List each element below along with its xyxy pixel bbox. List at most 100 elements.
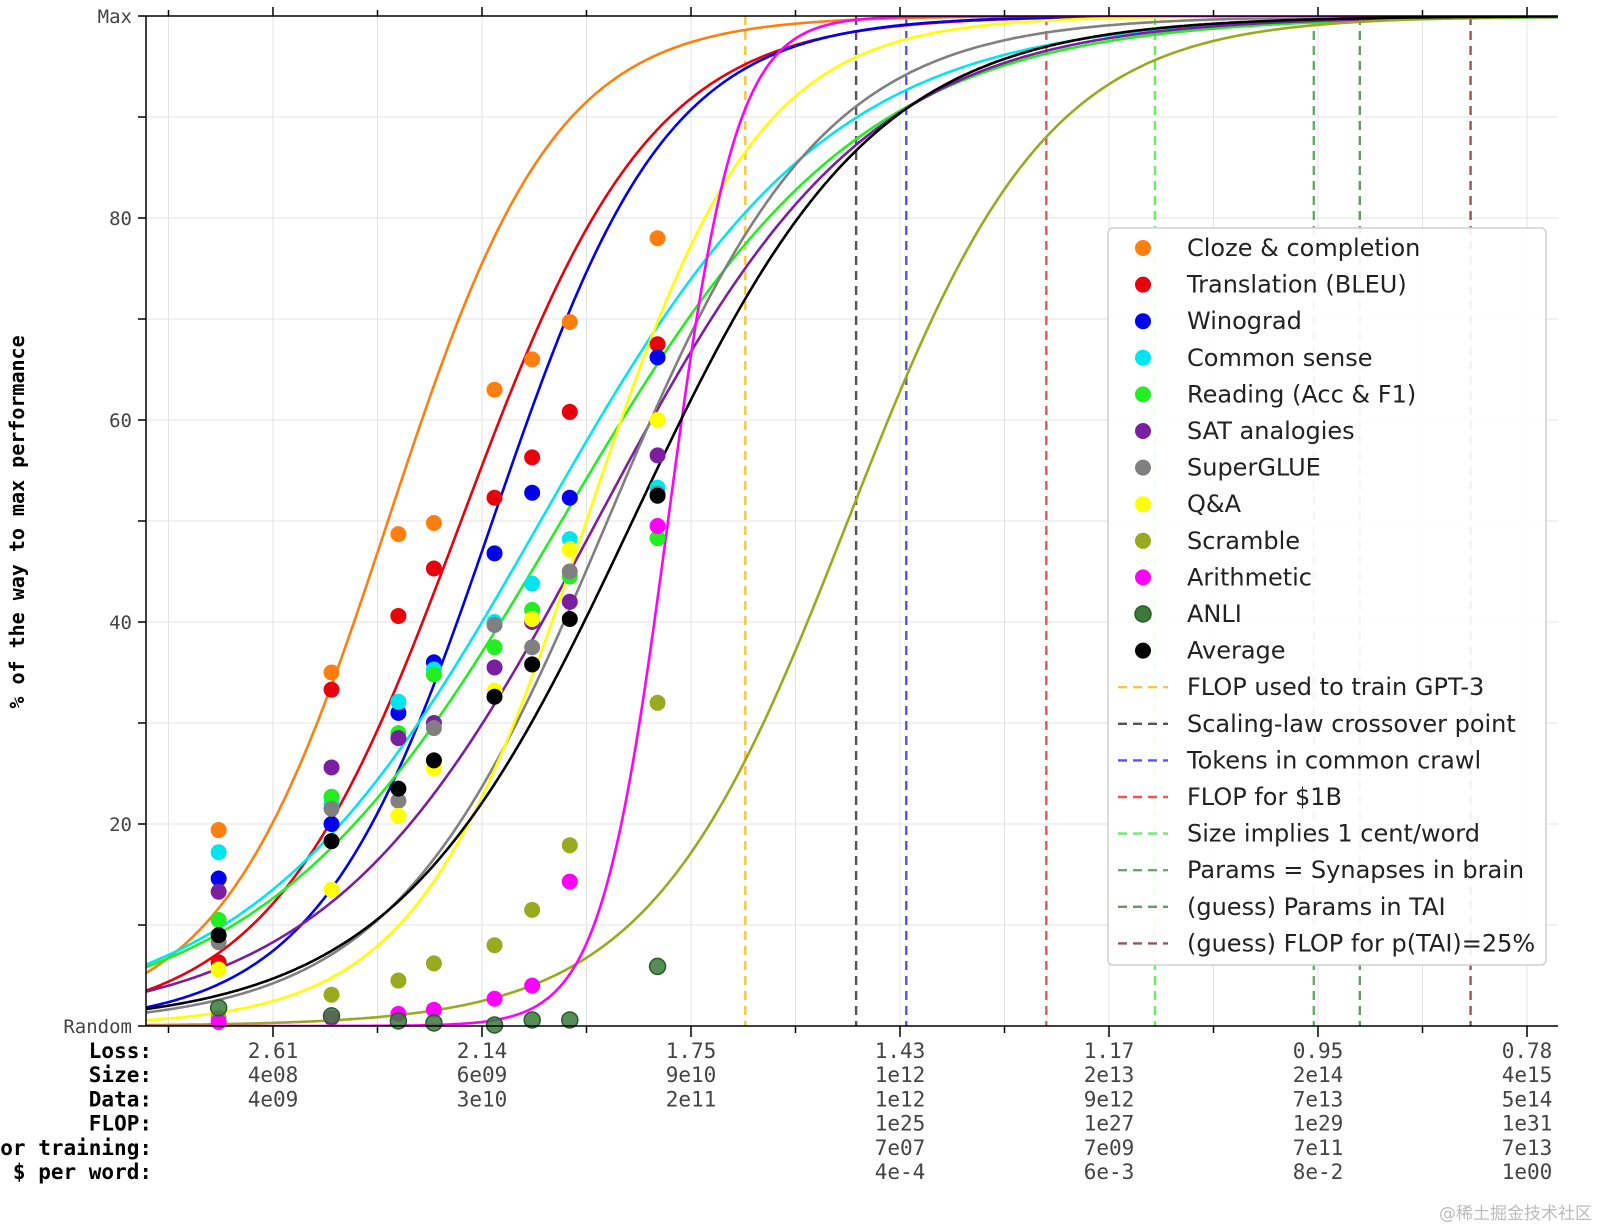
- legend-label: Scramble: [1187, 527, 1300, 555]
- data-point: [486, 489, 503, 506]
- data-point: [210, 844, 227, 861]
- x-tick-label: 5e14: [1502, 1087, 1553, 1111]
- data-point: [649, 518, 666, 535]
- data-point: [561, 314, 578, 331]
- data-point: [486, 639, 503, 656]
- data-point: [323, 759, 340, 776]
- data-point: [322, 1007, 341, 1025]
- data-point: [323, 986, 340, 1003]
- legend-marker: [1135, 313, 1151, 330]
- legend-label: Q&A: [1187, 490, 1242, 518]
- x-tick-label: 2.14: [457, 1039, 508, 1063]
- legend-label: Average: [1187, 637, 1286, 665]
- data-point: [210, 822, 227, 839]
- x-tick-label: 1.43: [875, 1039, 926, 1063]
- x-tick-label: 1e12: [875, 1063, 926, 1087]
- x-tick-label: 1e29: [1293, 1112, 1344, 1136]
- x-tick-label: 4e08: [248, 1063, 299, 1087]
- legend: Cloze & completion Translation (BLEU) Wino…: [1107, 227, 1547, 966]
- x-tick-label: 9e12: [1084, 1087, 1135, 1111]
- data-point: [390, 607, 407, 624]
- legend-marker: [1135, 386, 1151, 403]
- legend-label: Translation (BLEU): [1186, 271, 1407, 299]
- data-point: [323, 833, 340, 850]
- data-point: [486, 381, 503, 398]
- data-points: [209, 230, 667, 1034]
- legend-label: Winograd: [1187, 307, 1302, 335]
- x-tick-label: 1e25: [875, 1112, 926, 1136]
- data-point: [323, 664, 340, 681]
- legend-label: Size implies 1 cent/word: [1187, 820, 1480, 848]
- legend-box: [1107, 227, 1547, 966]
- data-point: [649, 230, 666, 247]
- data-point: [486, 545, 503, 562]
- data-point: [425, 752, 442, 769]
- data-point: [425, 720, 442, 737]
- x-tick-label: 4e-4: [875, 1160, 926, 1184]
- legend-label: Arithmetic: [1187, 563, 1312, 591]
- x-row-label: FLOP:: [89, 1112, 152, 1136]
- data-point: [390, 972, 407, 989]
- x-tick-label: 1e31: [1502, 1112, 1553, 1136]
- x-tick-label: 1e00: [1502, 1160, 1553, 1184]
- y-ticks: Random 20 40 60 80 Max: [63, 6, 146, 1038]
- fit-curve: [146, 16, 1558, 1026]
- data-point: [561, 489, 578, 506]
- legend-label: (guess) Params in TAI: [1187, 893, 1446, 921]
- x-tick-label: 0.78: [1502, 1039, 1553, 1063]
- x-row-label: $ for training:: [0, 1136, 152, 1160]
- y-axis-label: % of the way to max performance: [5, 335, 29, 708]
- x-tick-label: 9e10: [666, 1063, 717, 1087]
- data-point: [323, 681, 340, 698]
- data-point: [425, 515, 442, 532]
- data-point: [561, 403, 578, 420]
- data-point: [486, 659, 503, 676]
- data-point: [524, 901, 541, 918]
- data-point: [649, 336, 666, 353]
- data-point: [209, 999, 228, 1017]
- data-point: [561, 837, 578, 854]
- x-tick-label: 7e11: [1293, 1136, 1344, 1160]
- legend-marker: [1135, 349, 1151, 366]
- legend-label: SuperGLUE: [1187, 454, 1321, 482]
- data-point: [323, 800, 340, 817]
- data-point: [390, 807, 407, 824]
- legend-marker: [1135, 496, 1151, 513]
- data-point: [425, 1014, 443, 1032]
- x-tick-label: 3e10: [457, 1087, 508, 1111]
- legend-marker: [1135, 642, 1151, 659]
- data-point: [524, 656, 541, 673]
- y-tick-label: 80: [109, 208, 132, 230]
- x-tick-label: 7e09: [1084, 1136, 1135, 1160]
- data-point: [648, 957, 667, 976]
- y-tick-label: Max: [98, 6, 132, 28]
- y-tick-label: 60: [109, 410, 132, 432]
- data-point: [524, 449, 541, 466]
- data-point: [561, 873, 578, 890]
- x-tick-label: 1.17: [1084, 1039, 1135, 1063]
- x-tick-label: 7e13: [1293, 1087, 1344, 1111]
- legend-marker: [1134, 605, 1152, 623]
- data-point: [524, 351, 541, 368]
- x-tick-label: 4e09: [248, 1087, 299, 1111]
- x-row-label: $ per word:: [13, 1160, 152, 1184]
- x-tick-label: 8e-2: [1293, 1160, 1344, 1184]
- x-tick-label: 6e-3: [1084, 1160, 1135, 1184]
- data-point: [561, 593, 578, 610]
- data-point: [486, 937, 503, 954]
- data-point: [210, 961, 227, 978]
- data-point: [523, 1011, 541, 1029]
- watermark-text: @稀土掘金技术社区: [1439, 1204, 1592, 1224]
- data-point: [486, 990, 503, 1007]
- data-point: [210, 927, 227, 944]
- x-tick-label: 2e13: [1084, 1063, 1135, 1087]
- data-point: [210, 911, 227, 928]
- data-point: [649, 447, 666, 464]
- data-point: [390, 704, 407, 721]
- legend-marker: [1135, 532, 1151, 549]
- x-tick-label: 1e27: [1084, 1112, 1135, 1136]
- x-row-label: Size:: [89, 1063, 152, 1087]
- legend-label: Params = Synapses in brain: [1187, 856, 1524, 884]
